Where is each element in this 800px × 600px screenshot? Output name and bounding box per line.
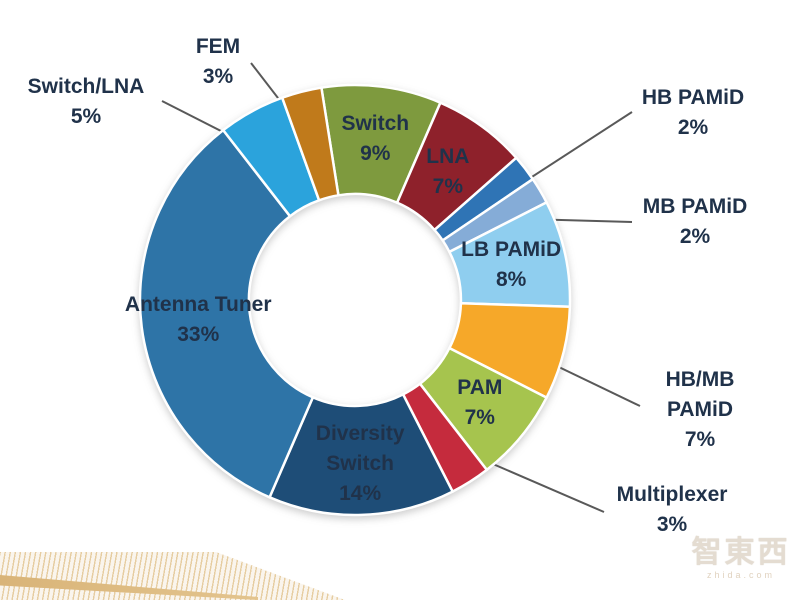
slice-diversity-switch bbox=[268, 393, 454, 517]
slice-antenna-tuner bbox=[138, 128, 315, 499]
donut-slices bbox=[138, 83, 572, 517]
slice-fem bbox=[280, 86, 340, 202]
